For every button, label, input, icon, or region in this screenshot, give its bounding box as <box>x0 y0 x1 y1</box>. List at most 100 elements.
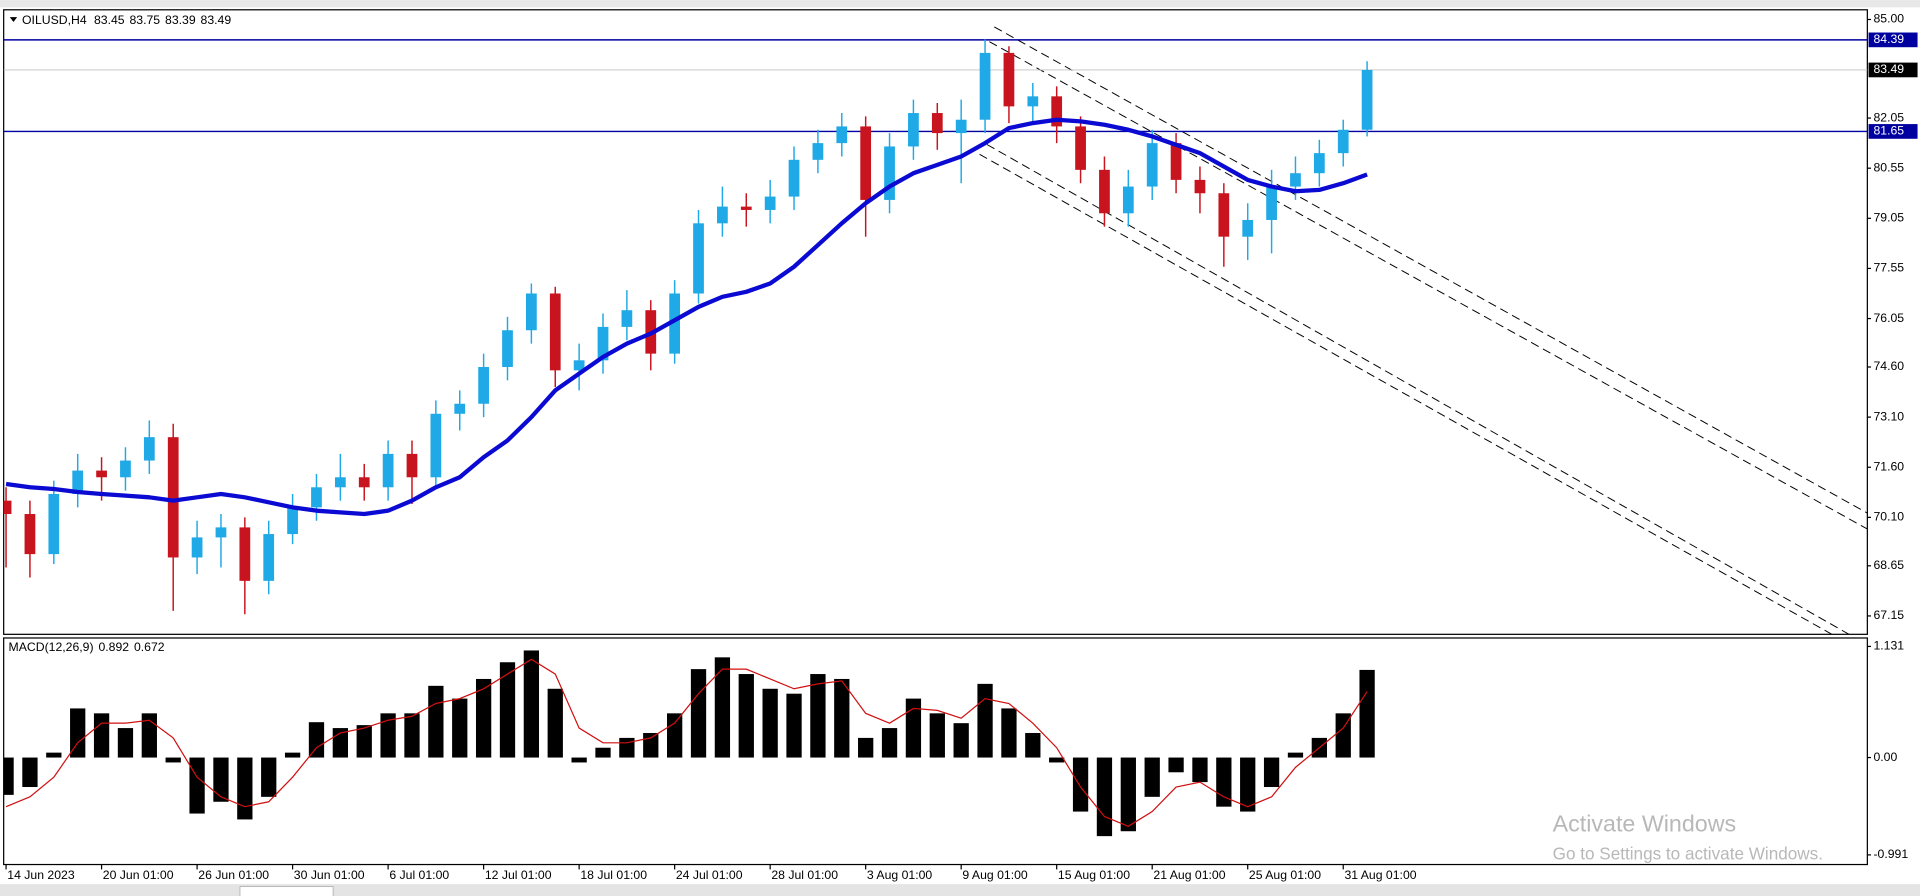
candle-body <box>693 223 704 294</box>
macd-bar <box>929 713 945 758</box>
macd-bar <box>1144 757 1160 797</box>
channel-line <box>994 26 1868 514</box>
macd-bar <box>499 662 516 758</box>
channel-line <box>979 153 1833 635</box>
level-box <box>1868 124 1918 139</box>
macd-bar <box>667 713 683 758</box>
candle-body <box>1266 186 1277 220</box>
macd-bar <box>714 657 731 758</box>
macd-bar <box>428 685 444 758</box>
macd-bar <box>93 713 110 758</box>
candle-body <box>1290 173 1301 187</box>
x-tick-label: 20 Jun 01:00 <box>103 868 174 882</box>
x-tick-label: 21 Aug 01:00 <box>1153 868 1225 882</box>
macd-bar <box>3 757 14 795</box>
candle-body <box>860 126 872 200</box>
candle-body <box>1122 186 1134 214</box>
active-tab[interactable] <box>239 886 334 896</box>
macd-bar <box>786 693 802 758</box>
macd-bar <box>117 728 134 758</box>
watermark-subtitle: Go to Settings to activate Windows. <box>1553 843 1823 863</box>
top-tab-strip <box>0 0 1920 8</box>
macd-value: 0.892 <box>98 640 129 654</box>
macd-bar <box>70 708 86 758</box>
macd-bar <box>523 650 540 758</box>
x-tick-label: 9 Aug 01:00 <box>962 868 1028 882</box>
x-tick-label: 14 Jun 2023 <box>7 868 75 882</box>
candle-body <box>1194 179 1206 194</box>
candle-body <box>1170 143 1182 180</box>
candle-body <box>526 293 537 331</box>
x-tick-label: 12 Jul 01:00 <box>485 868 552 882</box>
x-tick-label: 18 Jul 01:00 <box>580 868 647 882</box>
macd-bar <box>237 757 253 820</box>
x-tick-label: 31 Aug 01:00 <box>1344 868 1416 882</box>
macd-bar <box>595 747 611 758</box>
candle-body <box>573 360 585 371</box>
y-tick-label: 70.10 <box>1873 510 1904 524</box>
macd-bar <box>738 674 754 758</box>
level-label: 81.65 <box>1873 124 1904 138</box>
y-tick-label: 77.55 <box>1873 261 1904 275</box>
macd-bar <box>284 752 301 758</box>
macd-bar <box>452 698 468 758</box>
macd-bar <box>834 678 850 758</box>
macd-bar <box>1168 757 1184 773</box>
signal-line <box>5 658 1368 827</box>
x-tick-label: 26 Jun 01:00 <box>198 868 269 882</box>
candle-body <box>478 366 489 404</box>
y-tick-label: 76.05 <box>1873 311 1904 325</box>
y-tick-label: 1.131 <box>1873 639 1904 653</box>
macd-bar <box>619 737 635 758</box>
y-tick-label: 68.65 <box>1873 558 1904 572</box>
candle-body <box>1146 143 1158 187</box>
y-tick-label: 82.05 <box>1873 110 1904 124</box>
candle-body <box>215 527 227 538</box>
candle-body <box>382 453 394 488</box>
candle-body <box>1099 169 1110 214</box>
x-tick-label: 15 Aug 01:00 <box>1058 868 1130 882</box>
moving-average <box>5 117 1368 517</box>
macd-bar <box>1001 708 1017 758</box>
macd-bar <box>1263 757 1280 788</box>
macd-bar <box>1049 757 1065 763</box>
candle-body <box>358 477 370 488</box>
macd-bar <box>165 757 181 763</box>
candle-body <box>430 413 442 478</box>
macd-bar <box>762 688 778 758</box>
candle-body <box>167 437 179 558</box>
macd-bar <box>547 688 563 758</box>
candle-body <box>406 453 418 478</box>
macd-header: MACD(12,26,9) 0.892 0.672 <box>9 640 165 654</box>
chart-header: OILUSD,H4 83.45 83.75 83.39 83.49 <box>22 13 231 27</box>
macd-bar <box>261 757 277 797</box>
candle-body <box>812 143 824 160</box>
menu-arrow[interactable] <box>9 17 18 23</box>
candle-body <box>788 159 800 197</box>
candle-body <box>1313 153 1325 174</box>
candle-body <box>239 527 251 581</box>
y-tick-label: 74.60 <box>1873 359 1904 373</box>
trend-channel <box>979 26 1868 635</box>
y-tick-label: 0.00 <box>1873 750 1897 764</box>
x-tick-label: 3 Aug 01:00 <box>867 868 933 882</box>
x-tick-label: 6 Jul 01:00 <box>389 868 449 882</box>
macd-bar <box>1120 757 1136 832</box>
candle-body <box>931 113 943 134</box>
y-tick-label: 80.55 <box>1873 160 1904 174</box>
last-price-label: 83.49 <box>1873 62 1904 76</box>
macd-bar <box>1287 752 1304 758</box>
open-value: 83.45 <box>94 13 125 27</box>
candle-body <box>454 403 466 414</box>
x-tick-label: 30 Jun 01:00 <box>294 868 365 882</box>
macd-bar <box>213 757 229 802</box>
macd-bar <box>1240 757 1256 812</box>
candle-body <box>884 146 895 200</box>
macd-title: MACD(12,26,9) <box>9 640 94 654</box>
macd-bar <box>380 713 396 758</box>
candle-body <box>1003 52 1015 107</box>
macd-bar <box>189 757 205 814</box>
candle-body <box>3 500 12 515</box>
candle-body <box>287 507 298 535</box>
